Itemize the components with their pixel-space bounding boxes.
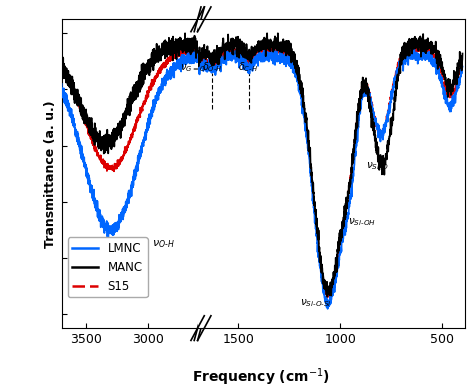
Text: $\nu_{O\text{-}H}$: $\nu_{O\text{-}H}$ [152, 239, 174, 251]
Text: $\nu_{Si\text{-}OH}$: $\nu_{Si\text{-}OH}$ [348, 216, 376, 228]
Text: $\nu_{Si\text{-}O\text{-}Si}$: $\nu_{Si\text{-}O\text{-}Si}$ [300, 298, 332, 310]
Text: $\nu_{Si\text{-}O}$: $\nu_{Si\text{-}O}$ [365, 160, 388, 172]
Text: $\delta_{O\text{-}H}$: $\delta_{O\text{-}H}$ [201, 60, 222, 74]
Text: $\delta_{C\text{-}H}$: $\delta_{C\text{-}H}$ [238, 60, 259, 74]
Text: Frequency (cm$^{-1}$): Frequency (cm$^{-1}$) [191, 367, 330, 386]
Y-axis label: Transmittance (a. u.): Transmittance (a. u.) [45, 100, 57, 247]
Text: $\nu_{G=O}$: $\nu_{G=O}$ [181, 62, 207, 74]
Legend: LMNC, MANC, S15: LMNC, MANC, S15 [67, 237, 147, 298]
